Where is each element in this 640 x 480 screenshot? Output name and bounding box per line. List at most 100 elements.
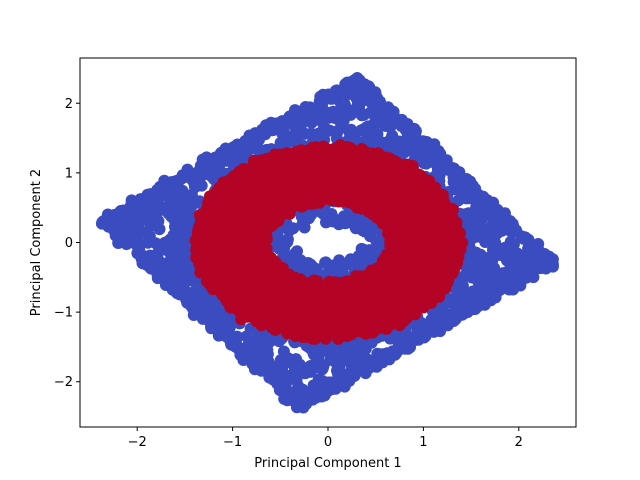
- point-blue: [470, 213, 483, 226]
- point-blue: [387, 106, 399, 118]
- point-blue: [482, 197, 495, 210]
- point-blue: [246, 129, 259, 142]
- point-blue: [331, 346, 344, 359]
- point-blue: [463, 181, 476, 194]
- point-blue: [190, 306, 203, 319]
- point-blue: [397, 338, 410, 351]
- point-blue: [305, 116, 318, 129]
- point-blue: [152, 197, 165, 210]
- point-blue: [428, 138, 441, 151]
- point-blue: [162, 236, 175, 249]
- point-blue: [271, 377, 284, 390]
- point-blue: [134, 247, 147, 260]
- point-blue: [128, 202, 141, 214]
- point-blue: [388, 141, 401, 154]
- point-blue: [200, 151, 213, 164]
- point-blue: [183, 295, 196, 308]
- point-blue: [291, 359, 304, 372]
- point-blue: [305, 259, 318, 272]
- point-blue: [480, 254, 493, 267]
- point-blue: [528, 241, 541, 254]
- point-blue: [372, 241, 385, 253]
- point-blue: [350, 340, 363, 353]
- point-blue: [327, 105, 339, 118]
- point-blue: [459, 208, 472, 221]
- point-blue: [298, 127, 311, 140]
- point-blue: [181, 264, 194, 277]
- point-blue: [499, 266, 512, 279]
- point-blue: [243, 348, 256, 361]
- point-blue: [307, 344, 320, 357]
- point-blue: [460, 263, 473, 275]
- point-blue: [441, 314, 454, 327]
- point-blue: [291, 245, 303, 258]
- point-blue: [287, 111, 299, 124]
- point-blue: [490, 227, 503, 240]
- point-blue: [158, 174, 171, 187]
- point-blue: [161, 275, 173, 288]
- point-blue: [367, 124, 380, 137]
- point-blue: [297, 401, 310, 414]
- point-blue: [151, 184, 164, 196]
- point-blue: [316, 388, 329, 401]
- point-blue: [377, 117, 390, 130]
- point-blue: [366, 249, 379, 262]
- point-blue: [185, 196, 198, 209]
- point-blue: [136, 226, 149, 238]
- point-blue: [98, 216, 111, 229]
- point-blue: [302, 212, 315, 225]
- point-blue: [357, 243, 370, 256]
- point-blue: [495, 210, 508, 223]
- point-blue: [266, 120, 279, 133]
- point-blue: [333, 254, 346, 267]
- point-blue: [458, 307, 471, 320]
- point-blue: [287, 222, 300, 235]
- point-blue: [171, 202, 184, 215]
- point-blue: [505, 243, 517, 256]
- point-blue: [314, 90, 327, 103]
- points-layer: [95, 72, 559, 414]
- point-blue: [179, 168, 192, 181]
- point-blue: [345, 259, 358, 271]
- point-blue: [435, 153, 448, 166]
- point-blue: [477, 232, 490, 245]
- point-blue: [357, 108, 370, 121]
- point-blue: [517, 232, 530, 245]
- point-blue: [194, 293, 207, 306]
- point-blue: [278, 392, 291, 405]
- point-blue: [152, 215, 165, 228]
- point-blue: [353, 352, 366, 365]
- point-blue: [508, 274, 521, 287]
- point-blue: [324, 353, 337, 366]
- point-blue: [427, 325, 440, 338]
- point-blue: [362, 80, 375, 93]
- point-blue: [120, 236, 133, 249]
- point-blue: [386, 345, 399, 358]
- point-blue: [228, 335, 241, 348]
- point-blue: [248, 363, 261, 376]
- point-blue: [333, 360, 346, 373]
- point-blue: [304, 360, 317, 372]
- point-blue: [479, 295, 492, 308]
- point-blue: [364, 230, 377, 243]
- point-blue: [164, 254, 177, 267]
- point-blue: [316, 362, 329, 375]
- point-blue: [151, 247, 164, 260]
- point-blue: [191, 179, 204, 191]
- point-blue: [315, 126, 328, 139]
- point-blue: [236, 142, 249, 154]
- point-blue: [281, 233, 294, 246]
- point-blue: [418, 331, 431, 344]
- point-blue: [344, 349, 357, 362]
- point-blue: [253, 336, 266, 348]
- point-blue: [142, 257, 155, 269]
- point-blue: [466, 252, 479, 265]
- point-blue: [117, 209, 130, 221]
- point-blue: [304, 101, 316, 114]
- point-blue: [473, 189, 486, 202]
- point-blue: [290, 373, 303, 386]
- point-blue: [421, 156, 434, 169]
- point-blue: [220, 310, 233, 323]
- point-blue: [171, 287, 184, 300]
